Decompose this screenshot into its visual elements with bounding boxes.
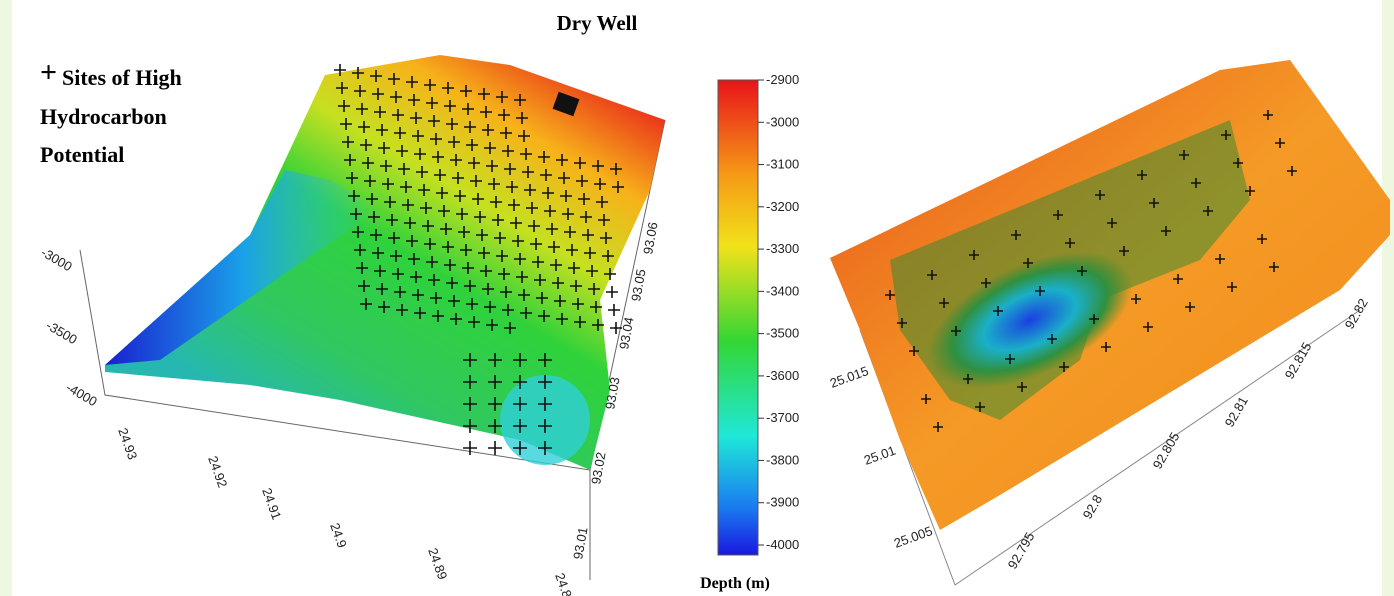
legend-text: Potential <box>40 142 124 167</box>
tick-label: -4000 <box>766 537 799 552</box>
figure: Dry Well + Sites of High Hydrocarbon Pot… <box>0 0 1394 596</box>
tick-label: -3200 <box>766 199 799 214</box>
legend-text: Sites of High <box>62 65 182 90</box>
tick-label: -3800 <box>766 452 799 467</box>
tick-label: -3300 <box>766 241 799 256</box>
title: Dry Well <box>557 11 638 35</box>
tick-label: -3100 <box>766 157 799 172</box>
tick-label: -2900 <box>766 72 799 87</box>
tick-label: -3500 <box>766 326 799 341</box>
page: Dry Well + Sites of High Hydrocarbon Pot… <box>0 0 1394 596</box>
colorbar-label: Depth (m) <box>700 575 770 592</box>
tick-label: -3900 <box>766 495 799 510</box>
tick-label: -3000 <box>766 114 799 129</box>
tick-label: -3600 <box>766 368 799 383</box>
legend-text: Hydrocarbon <box>40 104 167 129</box>
legend-symbol: + <box>40 56 57 89</box>
tick-label: -3400 <box>766 283 799 298</box>
colorbar-gradient <box>718 80 758 555</box>
tick-label: -3700 <box>766 410 799 425</box>
